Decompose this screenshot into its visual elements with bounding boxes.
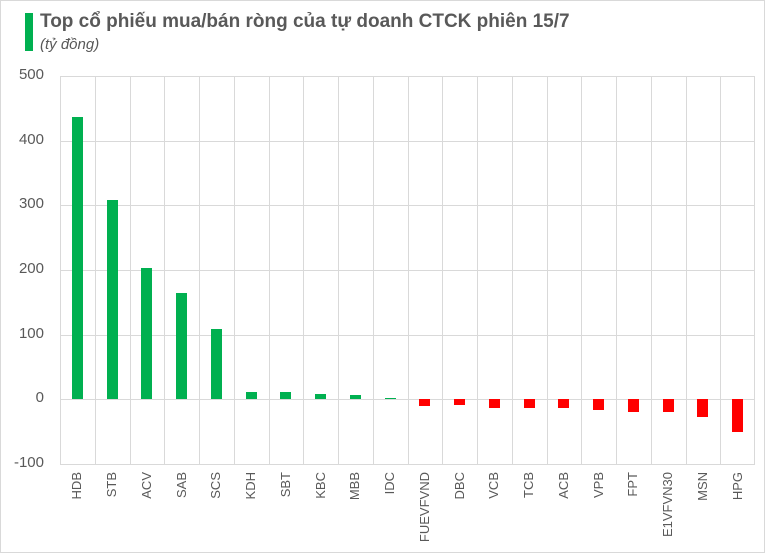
x-tick-label: SAB xyxy=(173,472,189,499)
gridline-vertical xyxy=(199,76,200,464)
x-tick-label: VCB xyxy=(486,472,502,499)
gridline-vertical xyxy=(511,76,513,464)
gridline-vertical xyxy=(407,76,409,464)
x-tick-label: HPG xyxy=(729,472,745,501)
bar-scs xyxy=(210,329,222,400)
plot-area xyxy=(60,76,755,465)
chart-title: Top cổ phiếu mua/bán ròng của tự doanh C… xyxy=(40,11,570,32)
x-tick-label: ACV xyxy=(138,472,154,499)
gridline-vertical xyxy=(233,76,235,464)
x-tick-label: VPB xyxy=(590,472,606,499)
gridline-vertical xyxy=(720,76,722,464)
bar-tcb xyxy=(523,399,535,409)
gridline-vertical xyxy=(754,76,755,464)
gridline-vertical xyxy=(616,76,617,464)
bar-msn xyxy=(697,399,709,418)
x-tick-label: ACB xyxy=(555,472,571,499)
gridline-vertical xyxy=(129,76,131,464)
x-tick-label: E1VFVN30 xyxy=(660,472,676,538)
x-tick-label: MSN xyxy=(694,472,710,501)
bar-acb xyxy=(558,399,570,409)
x-tick-label: DBC xyxy=(451,472,467,500)
bar-dbc xyxy=(454,399,466,406)
bar-hdb xyxy=(71,117,83,400)
bar-fpt xyxy=(627,399,639,412)
bar-mbb xyxy=(349,394,361,400)
gridline-vertical xyxy=(94,76,96,464)
x-tick-label: KDH xyxy=(243,472,259,500)
x-tick-label: FPT xyxy=(625,472,641,497)
gridline-vertical xyxy=(477,76,478,464)
gridline-vertical xyxy=(650,76,652,464)
x-tick-label: FUEVFVND xyxy=(416,472,432,543)
y-tick-label: -100 xyxy=(13,454,44,471)
gridline-horizontal xyxy=(60,464,755,465)
gridline-vertical xyxy=(546,76,548,464)
x-tick-label: IDC xyxy=(382,472,398,495)
bar-vpb xyxy=(593,399,605,410)
gridline-vertical xyxy=(60,76,61,464)
gridline-vertical xyxy=(303,76,305,464)
x-tick-label: HDB xyxy=(69,472,85,500)
bar-sbt xyxy=(280,392,292,400)
chart-subtitle: (tỷ đồng) xyxy=(40,36,100,53)
x-tick-label: KBC xyxy=(312,472,328,499)
y-tick-label: 300 xyxy=(18,195,44,213)
gridline-vertical xyxy=(268,76,270,464)
bar-stb xyxy=(106,200,118,400)
x-tick-label: SBT xyxy=(277,472,293,498)
bar-fuevfvnd xyxy=(419,399,431,406)
title-accent-bar xyxy=(25,13,33,51)
bar-hpg xyxy=(732,399,744,433)
bar-idc xyxy=(384,398,396,400)
x-tick-label: MBB xyxy=(347,472,363,501)
bar-kbc xyxy=(315,393,327,400)
y-tick-label: 200 xyxy=(18,260,44,277)
bar-e1vfvn30 xyxy=(662,399,674,413)
bar-kdh xyxy=(245,392,257,400)
gridline-vertical xyxy=(164,76,166,464)
gridline-vertical xyxy=(338,76,339,464)
bar-acv xyxy=(141,268,153,400)
y-tick-label: 0 xyxy=(35,389,44,407)
x-tick-label: TCB xyxy=(521,472,537,498)
y-tick-label: 100 xyxy=(18,324,44,342)
y-tick-label: 400 xyxy=(18,130,44,148)
x-tick-label: STB xyxy=(104,472,120,498)
gridline-vertical xyxy=(442,76,444,464)
gridline-vertical xyxy=(685,76,687,464)
gridline-vertical xyxy=(372,76,374,464)
y-tick-label: 500 xyxy=(18,66,44,83)
bar-sab xyxy=(176,293,188,400)
gridline-vertical xyxy=(581,76,583,464)
x-tick-label: SCS xyxy=(208,472,224,499)
bar-vcb xyxy=(488,399,500,408)
